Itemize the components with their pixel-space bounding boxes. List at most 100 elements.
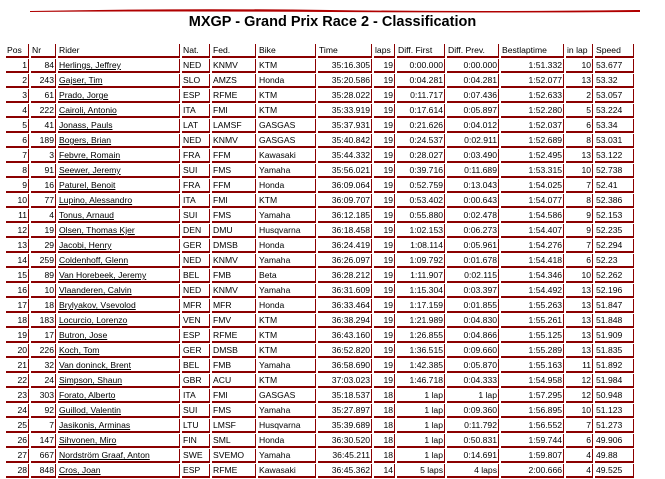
cell-nr: 7 bbox=[31, 419, 56, 433]
cell-diff-prev: 0:09.660 bbox=[447, 344, 499, 358]
rider-link[interactable]: Febvre, Romain bbox=[59, 150, 121, 160]
rider-link[interactable]: Butron, Jose bbox=[59, 330, 108, 340]
cell-rider: Guillod, Valentin bbox=[58, 404, 180, 418]
cell-fed: FMI bbox=[212, 104, 256, 118]
cell-bike: GASGAS bbox=[258, 119, 316, 133]
rider-link[interactable]: Cairoli, Antonio bbox=[59, 105, 117, 115]
cell-pos: 6 bbox=[6, 134, 29, 148]
cell-diff-prev: 0:14.691 bbox=[447, 449, 499, 463]
cell-diff-first: 0:53.402 bbox=[397, 194, 445, 208]
column-header-diff-prev: Diff. Prev. bbox=[447, 44, 499, 58]
cell-rider: Prado, Jorge bbox=[58, 89, 180, 103]
rider-link[interactable]: Van doninck, Brent bbox=[59, 360, 131, 370]
rider-link[interactable]: Jacobi, Henry bbox=[59, 240, 112, 250]
rider-link[interactable]: Gajser, Tim bbox=[59, 75, 103, 85]
rider-link[interactable]: Sihvonen, Miro bbox=[59, 435, 117, 445]
cell-time: 35:39.689 bbox=[318, 419, 372, 433]
cell-in-lap: 10 bbox=[566, 59, 593, 73]
cell-speed: 53.677 bbox=[595, 59, 634, 73]
rider-link[interactable]: Van Horebeek, Jeremy bbox=[59, 270, 147, 280]
table-row: 21 32 Van doninck, Brent BEL FMB Yamaha 36:58.… bbox=[6, 359, 634, 373]
rider-link[interactable]: Olsen, Thomas Kjer bbox=[59, 225, 135, 235]
cell-bestlaptime: 1:54.276 bbox=[501, 239, 564, 253]
cell-pos: 28 bbox=[6, 464, 29, 478]
cell-diff-prev: 0:13.043 bbox=[447, 179, 499, 193]
cell-in-lap: 12 bbox=[566, 374, 593, 388]
cell-time: 36:45.211 bbox=[318, 449, 372, 463]
cell-pos: 15 bbox=[6, 269, 29, 283]
cell-rider: Jonass, Pauls bbox=[58, 119, 180, 133]
cell-diff-prev: 0:04.830 bbox=[447, 314, 499, 328]
table-row: 2 243 Gajser, Tim SLO AMZS Honda 35:20.586 19 0:… bbox=[6, 74, 634, 88]
cell-diff-first: 1:11.907 bbox=[397, 269, 445, 283]
cell-laps: 19 bbox=[374, 119, 395, 133]
cell-laps: 19 bbox=[374, 224, 395, 238]
rider-link[interactable]: Forato, Alberto bbox=[59, 390, 116, 400]
column-header-laps: laps bbox=[374, 44, 395, 58]
cell-speed: 51.123 bbox=[595, 404, 634, 418]
rider-link[interactable]: Lupino, Alessandro bbox=[59, 195, 133, 205]
cell-laps: 19 bbox=[374, 134, 395, 148]
cell-diff-first: 0:28.027 bbox=[397, 149, 445, 163]
cell-diff-first: 1:46.718 bbox=[397, 374, 445, 388]
rider-link[interactable]: Koch, Tom bbox=[59, 345, 100, 355]
rider-link[interactable]: Guillod, Valentin bbox=[59, 405, 121, 415]
cell-nat: BEL bbox=[182, 359, 210, 373]
cell-bike: Husqvarna bbox=[258, 224, 316, 238]
cell-speed: 52.294 bbox=[595, 239, 634, 253]
cell-diff-first: 1:17.159 bbox=[397, 299, 445, 313]
cell-time: 36:58.690 bbox=[318, 359, 372, 373]
cell-pos: 14 bbox=[6, 254, 29, 268]
cell-laps: 18 bbox=[374, 389, 395, 403]
rider-link[interactable]: Cros, Joan bbox=[59, 465, 101, 475]
rider-link[interactable]: Jonass, Pauls bbox=[59, 120, 113, 130]
cell-nat: GBR bbox=[182, 374, 210, 388]
cell-bestlaptime: 1:55.125 bbox=[501, 329, 564, 343]
cell-nr: 259 bbox=[31, 254, 56, 268]
rider-link[interactable]: Bogers, Brian bbox=[59, 135, 112, 145]
cell-bike: Yamaha bbox=[258, 164, 316, 178]
cell-laps: 19 bbox=[374, 269, 395, 283]
rider-link[interactable]: Simpson, Shaun bbox=[59, 375, 123, 385]
rider-link[interactable]: Herlings, Jeffrey bbox=[59, 60, 121, 70]
cell-laps: 18 bbox=[374, 449, 395, 463]
cell-nat: ITA bbox=[182, 104, 210, 118]
cell-time: 37:03.023 bbox=[318, 374, 372, 388]
cell-fed: ACU bbox=[212, 374, 256, 388]
cell-in-lap: 4 bbox=[566, 464, 593, 478]
cell-diff-first: 1 lap bbox=[397, 404, 445, 418]
cell-pos: 17 bbox=[6, 299, 29, 313]
cell-nr: 189 bbox=[31, 134, 56, 148]
rider-link[interactable]: Tonus, Arnaud bbox=[59, 210, 114, 220]
rider-link[interactable]: Brylyakov, Vsevolod bbox=[59, 300, 136, 310]
rider-link[interactable]: Jasikonis, Arminas bbox=[59, 420, 131, 430]
cell-rider: Forato, Alberto bbox=[58, 389, 180, 403]
rider-link[interactable]: Seewer, Jeremy bbox=[59, 165, 121, 175]
cell-pos: 11 bbox=[6, 209, 29, 223]
table-row: 3 61 Prado, Jorge ESP RFME KTM 35:28.022 19 0:11… bbox=[6, 89, 634, 103]
column-header-speed: Speed bbox=[595, 44, 634, 58]
rider-link[interactable]: Paturel, Benoit bbox=[59, 180, 116, 190]
cell-fed: FMS bbox=[212, 209, 256, 223]
cell-bestlaptime: 1:53.315 bbox=[501, 164, 564, 178]
rider-link[interactable]: Coldenhoff, Glenn bbox=[59, 255, 129, 265]
rider-link[interactable]: Vlaanderen, Calvin bbox=[59, 285, 132, 295]
cell-diff-first: 1:02.153 bbox=[397, 224, 445, 238]
rider-link[interactable]: Prado, Jorge bbox=[59, 90, 109, 100]
cell-in-lap: 8 bbox=[566, 194, 593, 208]
rider-link[interactable]: Locurcio, Lorenzo bbox=[59, 315, 128, 325]
cell-rider: Lupino, Alessandro bbox=[58, 194, 180, 208]
rider-link[interactable]: Nordström Graaf, Anton bbox=[59, 450, 150, 460]
table-row: 7 3 Febvre, Romain FRA FFM Kawasaki 35:44.332 1… bbox=[6, 149, 634, 163]
cell-pos: 16 bbox=[6, 284, 29, 298]
column-header-bike: Bike bbox=[258, 44, 316, 58]
cell-speed: 52.23 bbox=[595, 254, 634, 268]
cell-diff-first: 0:39.716 bbox=[397, 164, 445, 178]
cell-nat: MFR bbox=[182, 299, 210, 313]
cell-nr: 18 bbox=[31, 299, 56, 313]
cell-pos: 26 bbox=[6, 434, 29, 448]
cell-diff-prev: 0:07.436 bbox=[447, 89, 499, 103]
cell-speed: 49.525 bbox=[595, 464, 634, 478]
cell-diff-first: 0:52.759 bbox=[397, 179, 445, 193]
cell-diff-prev: 0:01.678 bbox=[447, 254, 499, 268]
